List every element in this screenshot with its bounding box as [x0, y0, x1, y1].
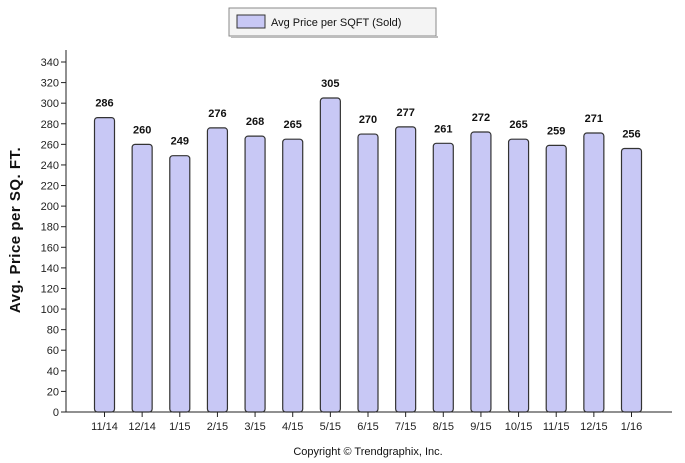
bar-value-label: 270 — [359, 114, 377, 126]
legend-box-shadow — [231, 36, 438, 38]
bar-value-label: 249 — [171, 136, 189, 148]
bar — [583, 132, 605, 413]
x-tick-label: 12/15 — [580, 421, 608, 433]
bar — [432, 142, 454, 413]
bar — [206, 127, 229, 413]
bar — [131, 143, 153, 413]
legend-swatch — [236, 14, 266, 29]
y-tick-label: 240 — [41, 160, 59, 172]
y-tick-label: 60 — [47, 345, 59, 357]
x-tick-label: 10/15 — [505, 421, 533, 433]
y-tick-label: 200 — [41, 201, 59, 213]
x-tick-label: 3/15 — [244, 421, 265, 433]
y-tick-label: 120 — [41, 283, 59, 295]
bar-value-label: 265 — [284, 119, 302, 131]
bar — [319, 97, 341, 413]
legend-label: Avg Price per SQFT (Sold) — [271, 17, 401, 29]
y-axis-title: Avg. Price per SQ. FT. — [7, 147, 24, 313]
y-ticks: 0 20 40 60 80 100 120 140 160 180 200 220 240 260 280 3… — [41, 57, 66, 419]
bar — [169, 155, 191, 413]
x-tick-label: 6/15 — [357, 421, 378, 433]
y-tick-label: 20 — [47, 386, 59, 398]
bar-value-label: 305 — [321, 78, 339, 90]
x-tick-label: 7/15 — [395, 421, 416, 433]
y-tick-label: 80 — [47, 325, 59, 337]
x-tick-label: 11/14 — [91, 421, 118, 433]
bar-value-label: 268 — [246, 116, 264, 128]
legend: Avg Price per SQFT (Sold) — [228, 7, 438, 38]
bar-value-label: 260 — [133, 124, 151, 136]
x-tick-label: 2/15 — [207, 421, 228, 433]
x-ticks: 11/14 12/14 1/15 2/15 3/15 4/15 5/15 6/15 7/15 8/… — [91, 412, 642, 433]
y-tick-label: 160 — [41, 242, 59, 254]
y-tick-label: 0 — [53, 407, 59, 419]
x-tick-label: 5/15 — [320, 421, 341, 433]
y-tick-label: 260 — [41, 139, 59, 151]
y-tick-label: 140 — [41, 263, 59, 275]
bar-value-label: 265 — [509, 119, 527, 131]
x-tick-label: 11/15 — [543, 421, 570, 433]
bar-value-label: 256 — [622, 128, 640, 140]
bar — [282, 138, 304, 413]
bar-value-label: 286 — [95, 98, 113, 110]
bar — [93, 116, 116, 413]
bar — [470, 131, 492, 413]
x-tick-label: 4/15 — [282, 421, 303, 433]
y-tick-label: 280 — [41, 119, 59, 131]
copyright-footer: Copyright © Trendgraphix, Inc. — [293, 446, 442, 458]
bar-value-label: 261 — [434, 123, 452, 135]
y-tick-label: 180 — [41, 222, 59, 234]
y-tick-label: 100 — [41, 304, 59, 316]
bars: 286 260 249 276 268 265 305 270 277 261 272 265 259 2… — [93, 78, 643, 413]
x-tick-label: 1/16 — [621, 421, 642, 433]
bar — [545, 144, 567, 413]
bar — [620, 147, 643, 413]
bar-value-label: 271 — [585, 113, 603, 125]
y-tick-label: 340 — [41, 57, 59, 69]
x-tick-label: 12/14 — [128, 421, 156, 433]
y-tick-label: 300 — [41, 98, 59, 110]
x-tick-label: 9/15 — [470, 421, 491, 433]
y-tick-label: 40 — [47, 366, 59, 378]
y-tick-label: 220 — [41, 181, 59, 193]
y-tick-label: 320 — [41, 78, 59, 90]
bar-value-label: 259 — [547, 125, 565, 137]
bar — [507, 138, 530, 413]
bar-value-label: 276 — [208, 108, 226, 120]
x-tick-label: 1/15 — [169, 421, 190, 433]
bar — [357, 133, 379, 413]
bar-value-label: 277 — [396, 107, 414, 119]
bar-value-label: 272 — [472, 112, 490, 124]
x-tick-label: 8/15 — [433, 421, 454, 433]
bar — [395, 126, 417, 413]
bar — [244, 135, 266, 413]
